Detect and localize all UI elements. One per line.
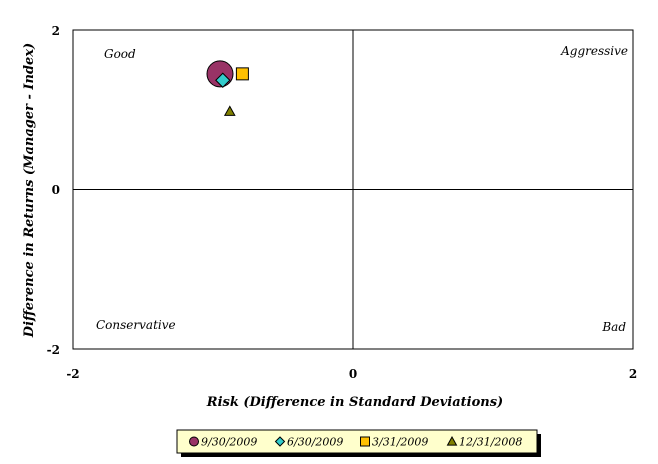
data-point-diamond-1 bbox=[215, 72, 231, 88]
y-axis-title: Difference in Returns (Manager - Index) bbox=[22, 43, 37, 338]
legend-box bbox=[176, 429, 538, 454]
quadrant-label-bad: Bad bbox=[601, 320, 626, 334]
legend-marker-1 bbox=[274, 436, 286, 447]
x-axis-title: Risk (Difference in Standard Deviations) bbox=[206, 395, 503, 410]
x-tick-middle: 0 bbox=[349, 367, 357, 381]
quadrant-label-good: Good bbox=[104, 47, 136, 61]
legend-label-1: 6/30/2009 bbox=[287, 436, 343, 449]
y-tick-top: 2 bbox=[52, 24, 60, 38]
y-tick-bottom: -2 bbox=[47, 343, 60, 357]
quadrant-label-aggressive: Aggressive bbox=[560, 44, 628, 58]
legend-label-3: 12/31/2008 bbox=[459, 436, 522, 449]
legend-marker-3 bbox=[446, 435, 458, 446]
data-point-triangle-3 bbox=[223, 105, 236, 116]
y-tick-middle: 0 bbox=[52, 183, 60, 197]
data-points bbox=[206, 60, 249, 116]
legend-marker-2 bbox=[360, 436, 370, 447]
legend-label-2: 3/31/2009 bbox=[372, 436, 428, 449]
legend-label-0: 9/30/2009 bbox=[201, 436, 257, 449]
legend: 9/30/2009 6/30/2009 3/31/2009 12/31/2008 bbox=[176, 429, 541, 457]
x-tick-left: -2 bbox=[66, 367, 79, 381]
data-point-square-2 bbox=[235, 67, 249, 81]
legend-marker-0 bbox=[189, 436, 199, 447]
quadrant-label-conservative: Conservative bbox=[96, 318, 176, 332]
x-tick-right: 2 bbox=[629, 367, 637, 381]
